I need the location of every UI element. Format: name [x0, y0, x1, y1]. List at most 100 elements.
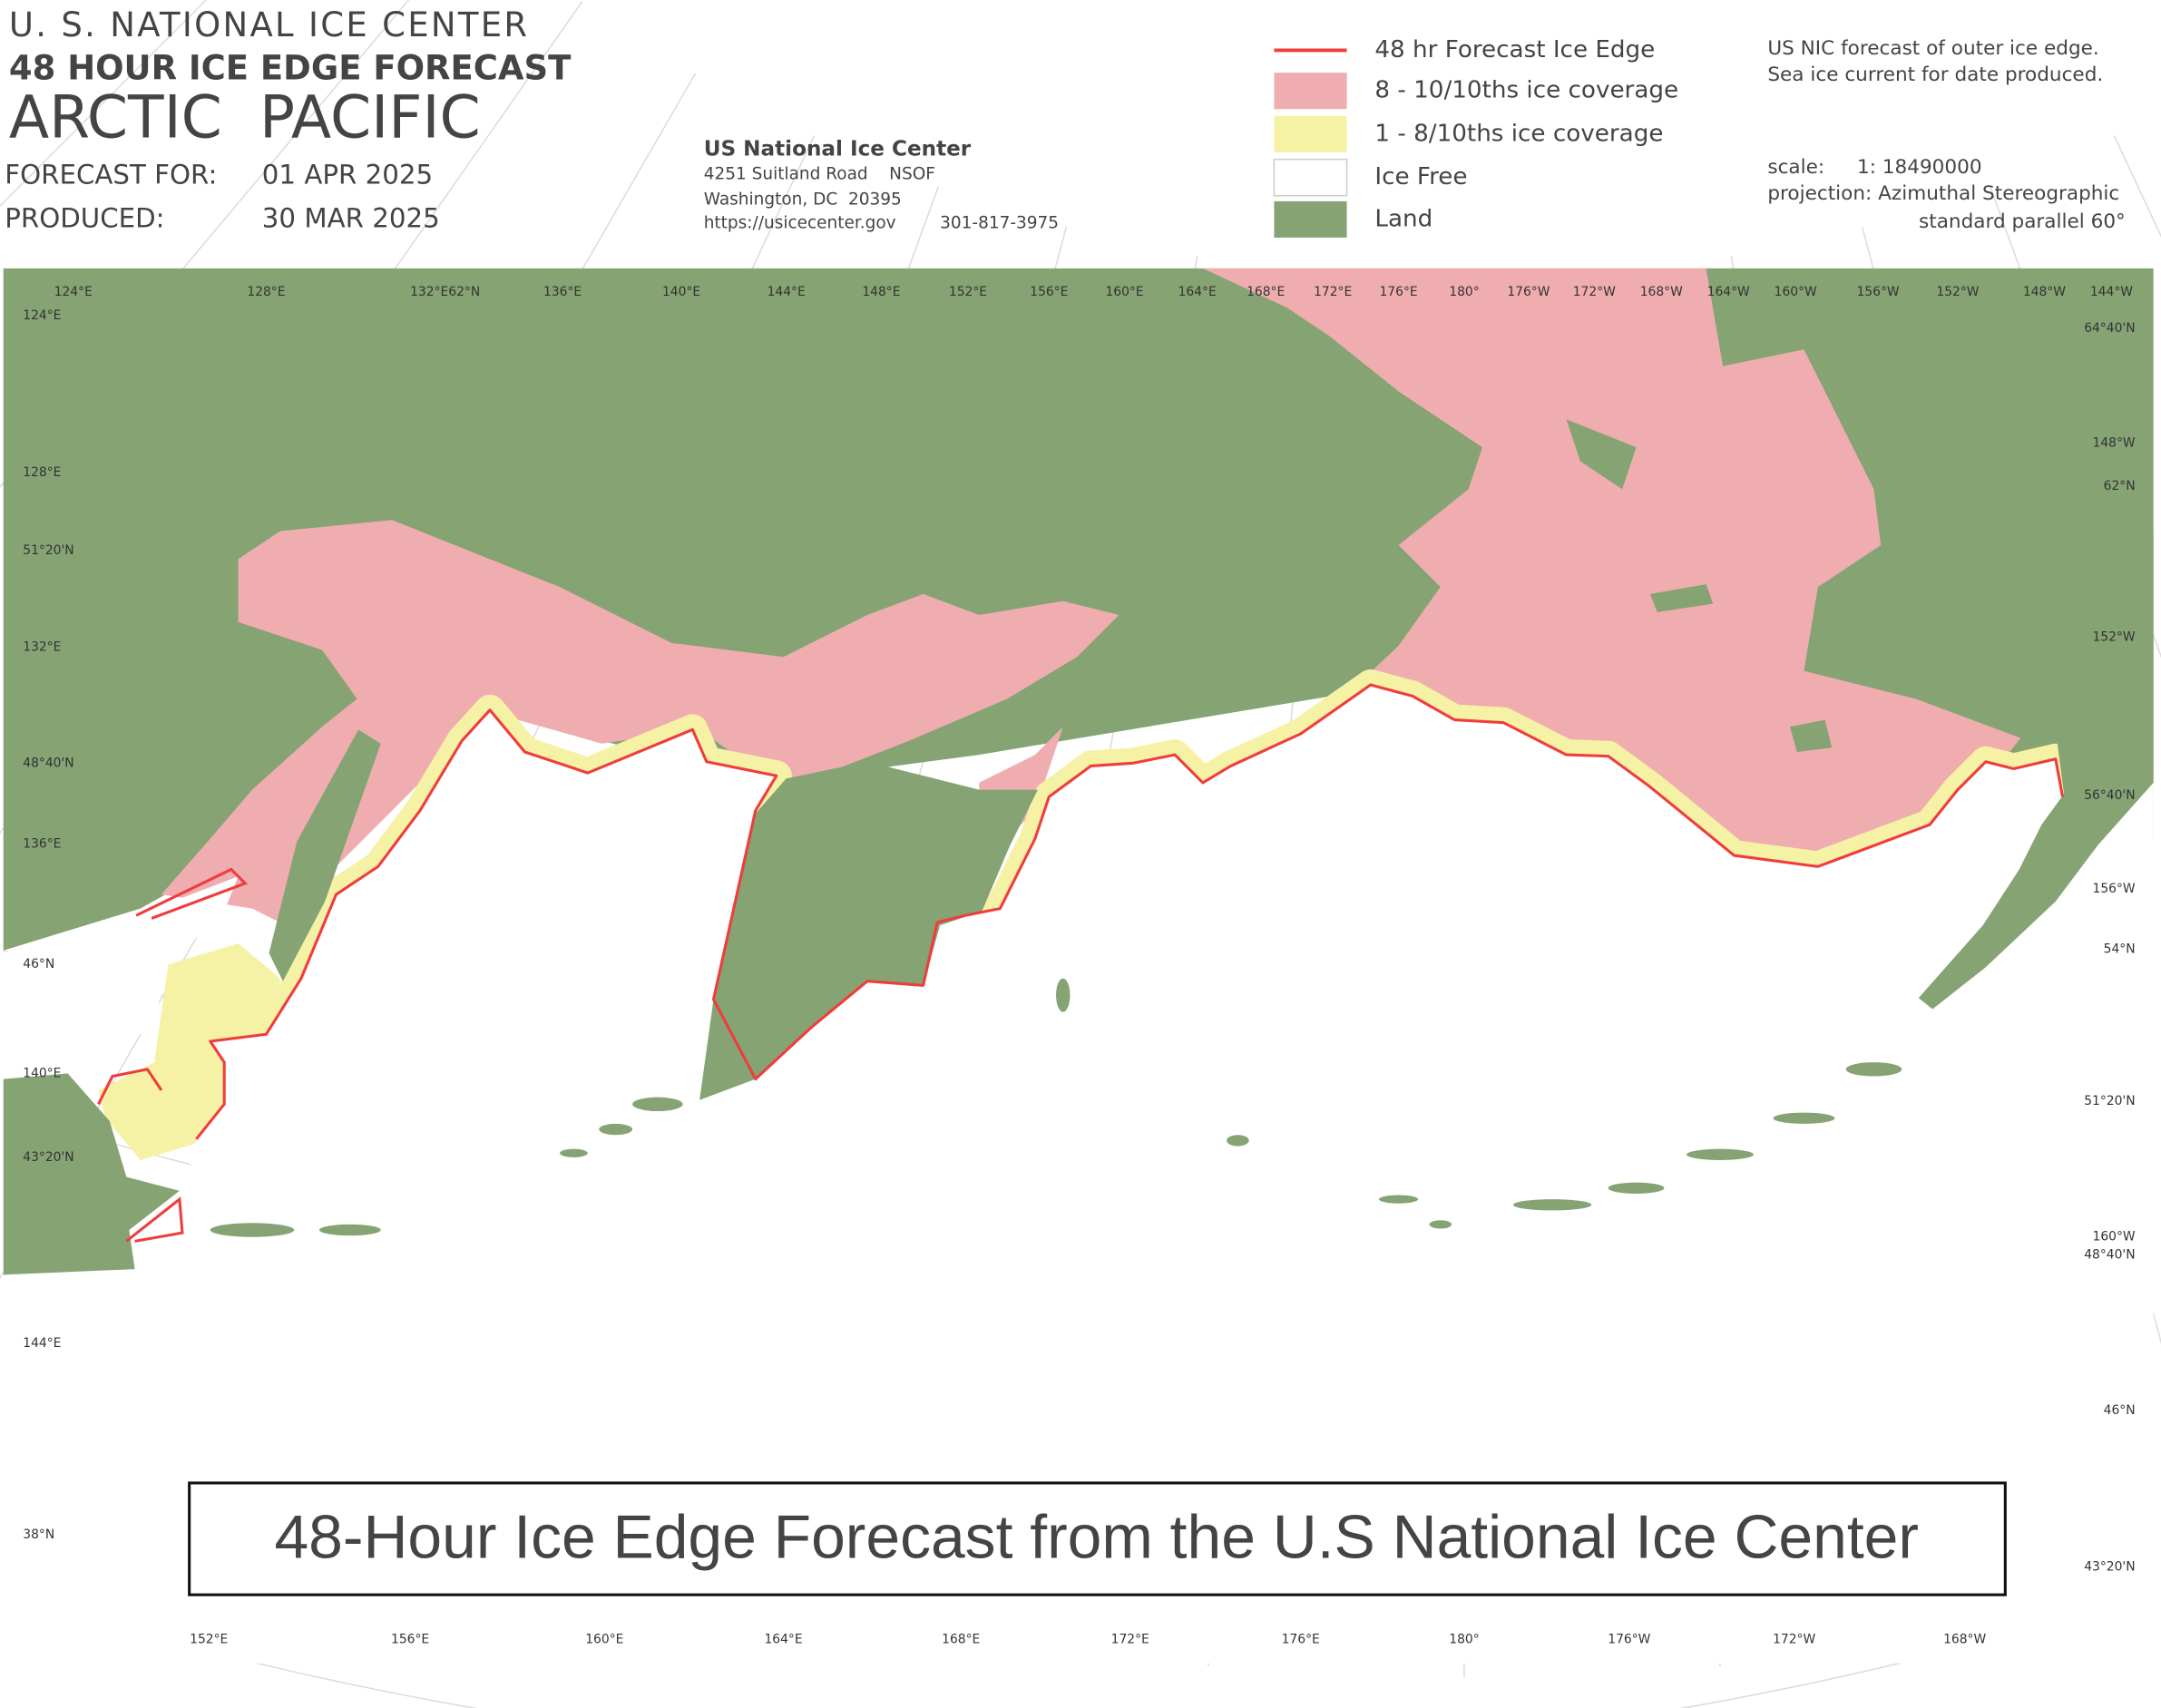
ice-edge — [97, 867, 249, 1243]
graticule-label: 144°W — [2090, 285, 2133, 299]
graticule-label: 43°20'N — [23, 1150, 73, 1165]
graticule-label: 148°W — [2023, 285, 2066, 299]
land — [1918, 531, 2154, 1010]
caption: 48-Hour Ice Edge Forecast from the U.S N… — [274, 1504, 1919, 1572]
graticule-label: 124°E — [23, 308, 61, 323]
scale: 1: 18490000 — [1857, 156, 1982, 179]
legend-label: Ice Free — [1374, 163, 1467, 190]
land — [1566, 419, 1833, 753]
graticule-label: 180° — [1449, 1632, 1479, 1646]
land — [269, 729, 381, 981]
graticule-label: 140°E — [23, 1066, 61, 1080]
graticule-label: 132°E — [23, 639, 61, 654]
graticule-label: 152°E — [949, 285, 987, 299]
graticule-label: 56°40'N — [2084, 788, 2135, 803]
graticule-label: 176°E — [1282, 1632, 1320, 1646]
forecast-label: FORECAST FOR: — [5, 160, 217, 190]
graticule-label: 156°E — [391, 1632, 429, 1646]
graticule-label: 51°20'N — [2084, 1094, 2135, 1108]
graticule-label: 160°W — [2093, 1230, 2136, 1244]
graticule-label: 140°E — [662, 285, 700, 299]
projection: projection: Azimuthal Stereographic — [1767, 182, 2119, 205]
region: ARCTIC PACIFIC — [9, 84, 481, 152]
legend-label: 1 - 8/10ths ice coverage — [1374, 120, 1663, 147]
graticule-label: 148°W — [2093, 435, 2136, 450]
graticule-label: 156°E — [1030, 285, 1068, 299]
legend-swatch — [1273, 158, 1348, 197]
graticule-label: 128°E — [23, 465, 61, 480]
graticule-label: 43°20'N — [2084, 1559, 2135, 1574]
graticule-label: 152°W — [2093, 630, 2136, 645]
graticule-label: 46°N — [23, 957, 54, 971]
contact-city: Washington, DC 20395 — [704, 190, 902, 209]
ice-area — [98, 943, 280, 1160]
graticule-label: 46°N — [2104, 1403, 2136, 1418]
ice-area — [161, 520, 1120, 923]
graticule-label: 180° — [1449, 285, 1479, 299]
graticule-label: 168°W — [1640, 285, 1683, 299]
produced-label: PRODUCED: — [5, 202, 164, 233]
graticule-label: 172°W — [1573, 285, 1616, 299]
graticule-label: 172°W — [1773, 1632, 1815, 1646]
graticule-label: 168°W — [1943, 1632, 1986, 1646]
contact-phone: 301-817-3975 — [940, 214, 1059, 233]
graticule-label: 164°W — [1707, 285, 1750, 299]
note: Sea ice current for date produced. — [1767, 63, 2103, 86]
graticule-label: 54°N — [2104, 942, 2136, 956]
agency: U. S. NATIONAL ICE CENTER — [9, 5, 530, 44]
graticule-label: 38°N — [23, 1527, 54, 1542]
grid-line — [3, 1592, 2154, 1708]
graticule-label: 164°E — [764, 1632, 802, 1646]
graticule-label: 51°20'N — [23, 543, 73, 558]
legend-swatch — [1274, 73, 1347, 110]
legend-label: 8 - 10/10ths ice coverage — [1374, 77, 1678, 104]
graticule-label: 144°E — [768, 285, 806, 299]
ice-edge — [195, 683, 2065, 1140]
scale-label: scale: — [1767, 156, 1824, 179]
graticule-label: 62°N — [2104, 479, 2136, 493]
graticule-labels: 124°E 128°E 132°E62°N 136°E 140°E 144°E 148°E 1… — [23, 285, 2136, 1646]
forecast-date: 01 APR 2025 — [262, 160, 433, 190]
graticule-label: 160°E — [1105, 285, 1143, 299]
ocean — [3, 685, 2154, 1664]
graticule-label: 164°E — [1178, 285, 1217, 299]
product: 48 HOUR ICE EDGE FORECAST — [9, 49, 572, 88]
graticule-label: 128°E — [247, 285, 285, 299]
land — [699, 761, 1039, 1100]
graticule-label: 172°E — [1314, 285, 1352, 299]
graticule-label: 136°E — [23, 837, 61, 852]
legend-label: 48 hr Forecast Ice Edge — [1374, 36, 1655, 63]
islands — [210, 978, 1902, 1237]
graticule-label: 156°W — [2093, 882, 2136, 896]
produced-date: 30 MAR 2025 — [262, 202, 440, 233]
land — [3, 1073, 180, 1275]
parallel: standard parallel 60° — [1919, 210, 2126, 233]
graticule-label: 136°E — [543, 285, 582, 299]
graticule-label: 160°E — [585, 1632, 623, 1646]
graticule-label: 48°40'N — [2084, 1248, 2135, 1263]
legend-swatch — [1274, 115, 1347, 152]
graticule-label: 168°E — [942, 1632, 980, 1646]
legend-swatch — [1274, 200, 1347, 238]
graticule-label: 176°W — [1507, 285, 1550, 299]
graticule-label: 148°E — [862, 285, 900, 299]
contact-url[interactable]: https://usicecenter.gov — [704, 214, 896, 233]
graticule-label: 172°E — [1111, 1632, 1149, 1646]
legend-label: Land — [1374, 205, 1433, 232]
graticule-label: 152°E — [190, 1632, 228, 1646]
note: US NIC forecast of outer ice edge. — [1767, 37, 2098, 60]
graticule-label: 168°E — [1247, 285, 1285, 299]
graticule-label: 144°E — [23, 1336, 61, 1351]
graticule-label: 156°W — [1857, 285, 1900, 299]
graticule-label: 124°E — [54, 285, 93, 299]
graticule-label: 64°40'N — [2084, 321, 2135, 336]
contact-address: 4251 Suitland Road NSOF — [704, 165, 935, 184]
graticule-label: 48°40'N — [23, 756, 73, 770]
graticule-label: 152°W — [1936, 285, 1979, 299]
ocean — [3, 876, 239, 1079]
legend: 48 hr Forecast Ice Edge 8 - 10/10ths ice … — [1273, 36, 1678, 238]
graticule-label: 132°E62°N — [410, 285, 480, 299]
graticule-label: 176°W — [1608, 1632, 1650, 1646]
